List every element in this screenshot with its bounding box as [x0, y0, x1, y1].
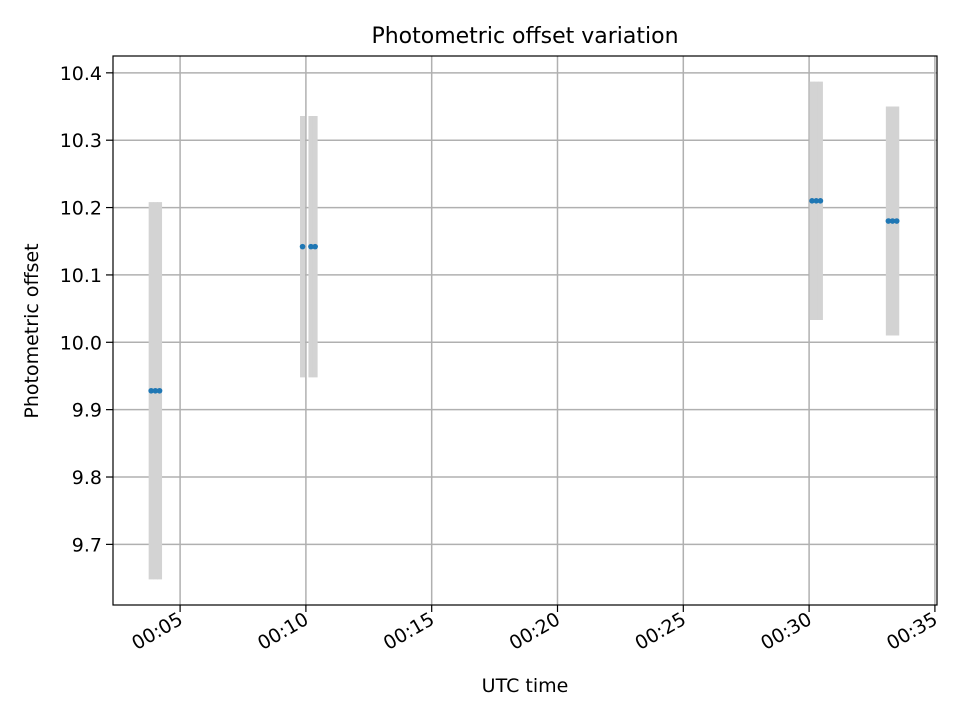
y-axis-label: Photometric offset	[21, 243, 43, 418]
data-point	[148, 387, 154, 394]
grid-lines	[113, 56, 937, 605]
data-point	[156, 387, 163, 394]
data-point	[809, 198, 815, 204]
data-point	[893, 218, 900, 224]
y-tick-label: 10.0	[60, 332, 102, 354]
y-axis-ticks: 9.7 9.8 9.9 10.0 10.1 10.2 10.3 10.4	[60, 63, 113, 556]
y-tick-label: 10.1	[60, 265, 102, 287]
data-point	[308, 243, 314, 250]
y-tick-label: 9.9	[72, 400, 102, 422]
y-tick-label: 9.7	[72, 534, 102, 556]
plot-frame	[112, 55, 938, 606]
y-tick-label: 10.3	[60, 130, 102, 152]
data-points	[148, 198, 900, 394]
chart-title: Photometric offset variation	[371, 24, 678, 49]
data-point	[312, 243, 318, 250]
x-axis-label: UTC time	[482, 675, 569, 697]
data-point	[885, 218, 892, 224]
y-tick-label: 10.2	[60, 198, 102, 220]
data-point	[299, 243, 306, 250]
y-tick-label: 9.8	[72, 467, 102, 489]
y-tick-label: 10.4	[60, 63, 102, 85]
data-point	[889, 218, 896, 224]
data-point	[152, 387, 159, 394]
data-point	[817, 198, 824, 204]
data-point	[813, 198, 820, 204]
